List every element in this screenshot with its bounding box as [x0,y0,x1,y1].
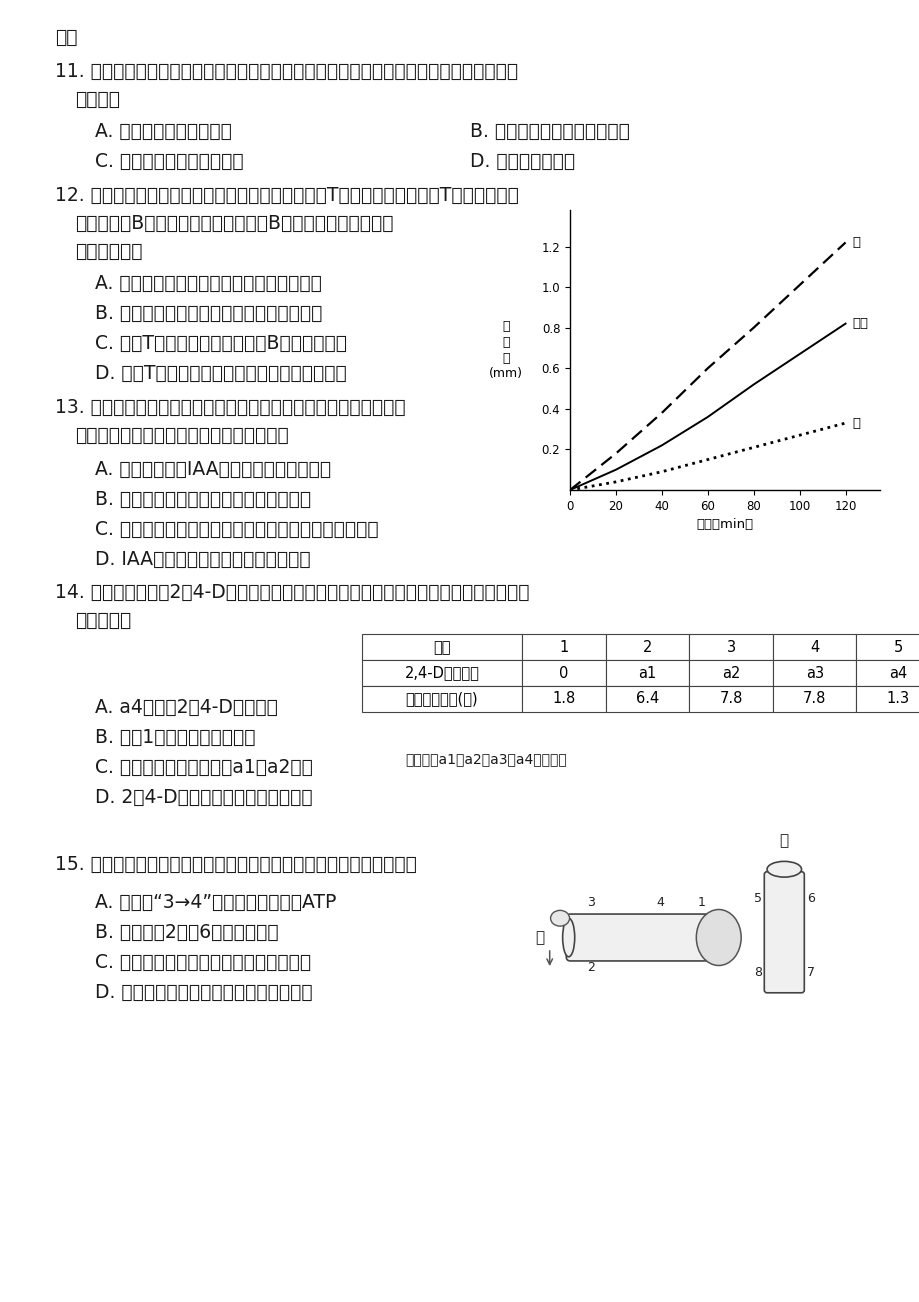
Text: 1: 1 [697,897,705,910]
Text: 对照: 对照 [852,318,868,331]
FancyBboxPatch shape [566,914,712,961]
Text: 15. 下列关于植物茎的负向重力性和根的向重力性的叙述中，正确的是: 15. 下列关于植物茎的负向重力性和根的向重力性的叙述中，正确的是 [55,855,416,874]
Text: 可能的是: 可能的是 [75,90,119,109]
Text: C. 促进生根的最适浓度在a1与a2之间: C. 促进生根的最适浓度在a1与a2之间 [95,758,312,777]
Text: 茎: 茎 [779,833,788,848]
Text: 8: 8 [753,966,761,979]
Text: C. 该大鼠体温无法维持平衡: C. 该大鼠体温无法维持平衡 [95,152,244,171]
Text: 5: 5 [753,892,761,905]
Text: A. 刺激该大鼠下肢无反应: A. 刺激该大鼠下肢无反应 [95,122,232,141]
Text: 叙述正确的是: 叙述正确的是 [75,242,142,260]
Text: A. 这种胰岛素依赖型糖尿病属于自身免疫病: A. 这种胰岛素依赖型糖尿病属于自身免疫病 [95,273,322,293]
Text: 11. 有人用通过手术获得部分下丘脑被损毁却能存活的大鼠，并进行了相关研究。下列结果: 11. 有人用通过手术获得部分下丘脑被损毁却能存活的大鼠，并进行了相关研究。下列… [55,62,517,81]
Text: D. 该大鼠尿量减少: D. 该大鼠尿量减少 [470,152,574,171]
Ellipse shape [696,910,741,966]
Text: 伸
长
度
(mm): 伸 长 度 (mm) [488,319,522,380]
Text: 乙: 乙 [852,417,859,430]
Text: A. 在根部“3→4”的运输不需要消耗ATP: A. 在根部“3→4”的运输不需要消耗ATP [95,893,336,911]
Text: D. 两种现象均能体现生长素作用的两重性: D. 两种现象均能体现生长素作用的两重性 [95,983,312,1003]
Text: 2: 2 [586,961,595,974]
Text: B. 生长素对2处和6处的作用相同: B. 生长素对2处和6处的作用相同 [95,923,278,943]
Text: D. 2，4-D既能促进生根也能抑制生根: D. 2，4-D既能促进生根也能抑制生根 [95,788,312,807]
Text: C. 两种现象说明根对生长素的敏感高于茎: C. 两种现象说明根对生长素的敏感高于茎 [95,953,311,973]
Text: 性地与胰岛B细胞密切接触，导致胰岛B细胞死亡而发病。下列: 性地与胰岛B细胞密切接触，导致胰岛B细胞死亡而发病。下列 [75,214,393,233]
Text: 4: 4 [655,897,664,910]
Text: B. 对照组的燕麦胚芽鞘既不生长也不弯曲: B. 对照组的燕麦胚芽鞘既不生长也不弯曲 [95,490,311,509]
Text: C. 若光照前去除尖端，甲、乙两侧的生长状况基本一致: C. 若光照前去除尖端，甲、乙两侧的生长状况基本一致 [95,519,379,539]
Text: 13. 右图为燕麦胚芽鞘经过单侧光照射后，甲、乙两侧的生长情况，: 13. 右图为燕麦胚芽鞘经过单侧光照射后，甲、乙两侧的生长情况， [55,398,405,417]
Text: C. 效应T细胞将抗原传递给胰岛B细胞致其死亡: C. 效应T细胞将抗原传递给胰岛B细胞致其死亡 [95,335,346,353]
Text: 12. 有一种胰岛素依赖型糖尿病是由于患者体内某种T细胞过度激活为效应T细胞后，选择: 12. 有一种胰岛素依赖型糖尿病是由于患者体内某种T细胞过度激活为效应T细胞后，… [55,186,518,204]
Text: 对照组未经单侧光处理。下列叙述正确的是: 对照组未经单侧光处理。下列叙述正确的是 [75,426,289,445]
Text: 6: 6 [806,892,813,905]
Text: 【注】：a1、a2、a3、a4依次增大: 【注】：a1、a2、a3、a4依次增大 [404,753,566,766]
Text: 7: 7 [806,966,814,979]
FancyBboxPatch shape [764,872,803,993]
X-axis label: 时间（min）: 时间（min） [696,518,753,531]
Text: B. 该大鼠甲状腺激素分泌增加: B. 该大鼠甲状腺激素分泌增加 [470,122,630,141]
Text: 14. 某兴趣小组探究2，4-D对插枝生根的作用，实验结果如下表所示。下列叙述与该实验: 14. 某兴趣小组探究2，4-D对插枝生根的作用，实验结果如下表所示。下列叙述与… [55,583,529,602]
Text: 根: 根 [534,930,543,945]
Ellipse shape [766,862,800,878]
Text: 灭活: 灭活 [55,29,77,47]
Text: 不相符的是: 不相符的是 [75,611,131,630]
Text: 甲: 甲 [852,236,859,249]
Text: D. IAA极性运输到尖端下部再横向运输: D. IAA极性运输到尖端下部再横向运输 [95,549,311,569]
Text: D. 促进T细胞增殖的免疫增强剂可用于治疗该病: D. 促进T细胞增殖的免疫增强剂可用于治疗该病 [95,365,346,383]
Text: B. 患者血液中胰岛素水平高于正常生理水平: B. 患者血液中胰岛素水平高于正常生理水平 [95,303,322,323]
Text: B. 组切1在实验中起对照作用: B. 组切1在实验中起对照作用 [95,728,255,747]
Text: A. 甲为背光侧，IAA含量低于乙侧和对照组: A. 甲为背光侧，IAA含量低于乙侧和对照组 [95,460,331,479]
Ellipse shape [550,910,569,926]
Text: A. a4浓度的2，4-D抑制生根: A. a4浓度的2，4-D抑制生根 [95,698,278,717]
Text: 3: 3 [586,897,595,910]
Ellipse shape [562,918,574,957]
